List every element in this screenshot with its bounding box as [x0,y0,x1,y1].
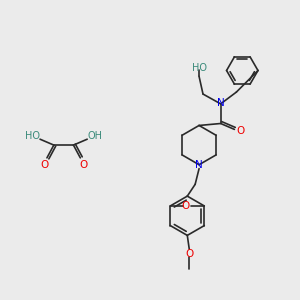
Text: O: O [79,160,87,170]
Text: O: O [40,160,48,170]
Text: O: O [236,126,244,136]
Text: O: O [185,249,194,259]
Text: OH: OH [88,131,103,141]
Text: N: N [195,160,203,170]
Text: HO: HO [25,131,40,141]
Text: HO: HO [192,63,207,73]
Text: N: N [217,98,224,108]
Text: O: O [182,201,190,211]
